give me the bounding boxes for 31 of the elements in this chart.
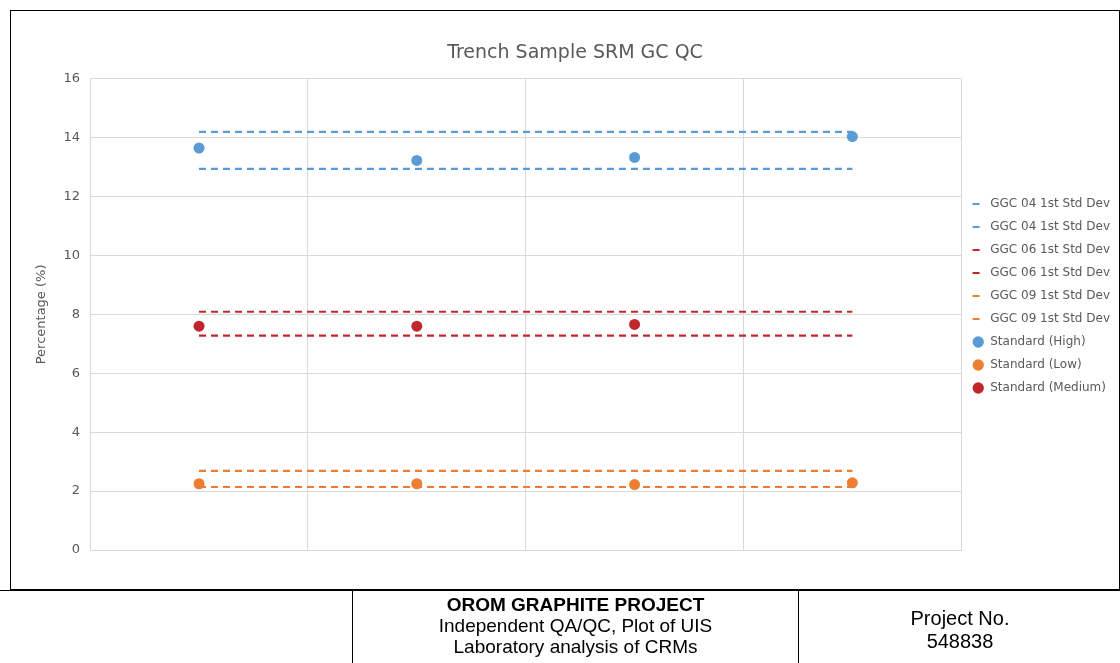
legend-label: GGC 04 1st Std Dev [990, 196, 1111, 211]
y-tick-label: 14 [63, 129, 81, 145]
y-tick-label: 6 [71, 364, 81, 380]
legend-label: GGC 06 1st Std Dev [990, 242, 1111, 257]
legend-label: Standard (Low) [990, 357, 1082, 372]
point [629, 151, 641, 163]
point [411, 154, 423, 166]
text: OROM GRAPHITE PROJECT [445, 594, 706, 615]
y-tick-label: 10 [63, 246, 81, 262]
text: Independent QA/QC, Plot of UIS Laboratory analysis of CRMs [437, 615, 714, 657]
chart-title: Trench Sample SRM GC QC [446, 40, 703, 63]
text: Project No. 548838 [909, 607, 1011, 653]
legend-label: GGC 04 1st Std Dev [990, 219, 1111, 234]
legend-label: Standard (Medium) [990, 380, 1107, 395]
point [193, 142, 205, 154]
y-tick-label: 2 [71, 482, 81, 498]
y-tick-label: 8 [71, 305, 81, 321]
y-tick-label: 12 [63, 187, 81, 203]
legend-label: GGC 09 1st Std Dev [990, 288, 1111, 303]
point [411, 320, 423, 332]
point [629, 318, 641, 330]
y-tick-label: 0 [71, 541, 81, 557]
point [193, 320, 205, 332]
legend-label: GGC 06 1st Std Dev [990, 265, 1111, 280]
y-tick-label: 16 [63, 70, 81, 86]
y-tick-label: 4 [71, 423, 81, 439]
legend-label: Standard (High) [990, 334, 1086, 349]
point [846, 131, 858, 143]
y-axis-title: Percentage (%) [33, 264, 49, 365]
legend-label: GGC 09 1st Std Dev [990, 311, 1111, 326]
point [846, 477, 858, 489]
